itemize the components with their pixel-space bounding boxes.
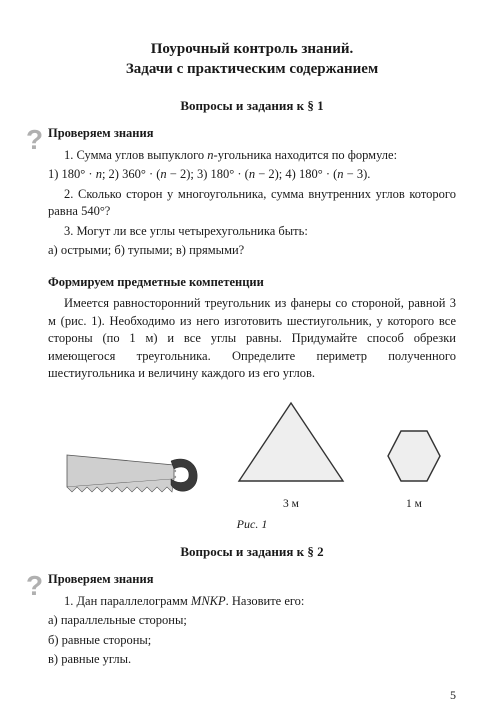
figure-caption: Рис. 1	[48, 516, 456, 533]
section1-heading: Вопросы и задания к § 1	[48, 97, 456, 115]
hexagon-label: 1 м	[383, 496, 445, 512]
s1-q3-opts: а) острыми; б) тупыми; в) прямыми?	[48, 242, 456, 260]
s2-q1: 1. Дан параллелограмм MNKP. Назовите его…	[48, 593, 456, 611]
s2-q1a: а) параллельные стороны;	[48, 612, 456, 630]
triangle-label: 3 м	[231, 496, 351, 512]
check-label-2: Проверяем знания	[48, 571, 456, 589]
s1-q3: 3. Могут ли все углы четырехугольника бы…	[48, 223, 456, 241]
s1-q1-opts: 1) 180° · n; 2) 360° · (n − 2); 3) 180° …	[48, 166, 456, 184]
competence-text: Имеется равносторонний треугольник из фа…	[48, 295, 456, 383]
check-knowledge-block-2: ? Проверяем знания 1. Дан параллелограмм…	[48, 571, 456, 669]
question-mark-icon: ?	[26, 120, 43, 159]
triangle-figure: 3 м	[231, 397, 351, 513]
section2-heading: Вопросы и задания к § 2	[48, 543, 456, 561]
s2-q1b: б) равные стороны;	[48, 632, 456, 650]
s1-q2: 2. Сколько сторон у многоугольника, сумм…	[48, 186, 456, 221]
hexagon-figure: 1 м	[383, 425, 445, 513]
question-mark-icon: ?	[26, 566, 43, 605]
title-line2: Задачи с практическим содержанием	[126, 61, 378, 77]
s2-q1c: в) равные углы.	[48, 651, 456, 669]
figure-row: 3 м 1 м	[48, 397, 456, 513]
competence-label: Формируем предметные компетенции	[48, 274, 456, 292]
s1-q1: 1. Сумма углов выпуклого n-угольника нах…	[48, 147, 456, 165]
page-number: 5	[450, 687, 456, 704]
page-title: Поурочный контроль знаний. Задачи с прак…	[48, 40, 456, 79]
check-label-1: Проверяем знания	[48, 125, 456, 143]
check-knowledge-block-1: ? Проверяем знания 1. Сумма углов выпукл…	[48, 125, 456, 260]
title-line1: Поурочный контроль знаний.	[151, 41, 354, 57]
saw-illustration	[59, 437, 199, 513]
